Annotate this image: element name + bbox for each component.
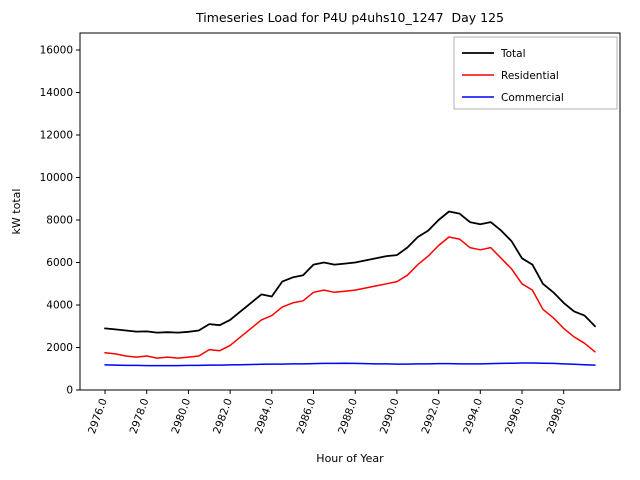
x-tick-label: 2976.0 — [86, 397, 110, 436]
x-tick-label: 2978.0 — [128, 397, 152, 436]
x-tick-label: 2996.0 — [503, 397, 527, 436]
legend-label-commercial: Commercial — [501, 92, 564, 104]
series-total-line — [104, 210, 596, 334]
chart-title: Timeseries Load for P4U p4uhs10_1247 Day… — [195, 10, 504, 25]
series-residential-line — [104, 236, 596, 359]
x-tick-label: 2988.0 — [336, 397, 360, 436]
legend: Total Residential Commercial — [453, 36, 618, 110]
plot-area — [79, 32, 621, 391]
y-tick-label: 16000 — [40, 45, 73, 57]
x-axis: 2976.0 2978.0 2980.0 2982.0 2984.0 2986.0 2988… — [86, 390, 569, 436]
y-tick-label: 8000 — [46, 215, 73, 227]
y-tick-label: 6000 — [46, 257, 73, 269]
y-tick-label: 2000 — [46, 342, 73, 354]
series-commercial-line — [104, 362, 596, 367]
y-tick-label: 4000 — [46, 300, 73, 312]
y-tick-label: 10000 — [40, 172, 73, 184]
x-tick-label: 2998.0 — [545, 397, 569, 436]
x-axis-label: Hour of Year — [316, 452, 384, 465]
legend-label-total: Total — [500, 48, 526, 60]
y-axis: 0 2000 4000 6000 8000 10000 12000 14000 16000 — [40, 45, 80, 397]
y-axis-label: kW total — [10, 189, 23, 235]
x-tick-label: 2992.0 — [420, 397, 444, 436]
x-tick-label: 2986.0 — [294, 397, 318, 436]
legend-label-residential: Residential — [501, 70, 559, 82]
x-tick-label: 2994.0 — [461, 397, 485, 436]
x-tick-label: 2990.0 — [378, 397, 402, 436]
x-tick-label: 2984.0 — [253, 397, 277, 436]
y-tick-label: 14000 — [40, 87, 73, 99]
x-tick-label: 2980.0 — [169, 397, 193, 436]
y-tick-label: 0 — [66, 385, 73, 397]
x-tick-label: 2982.0 — [211, 397, 235, 436]
y-tick-label: 12000 — [40, 130, 73, 142]
